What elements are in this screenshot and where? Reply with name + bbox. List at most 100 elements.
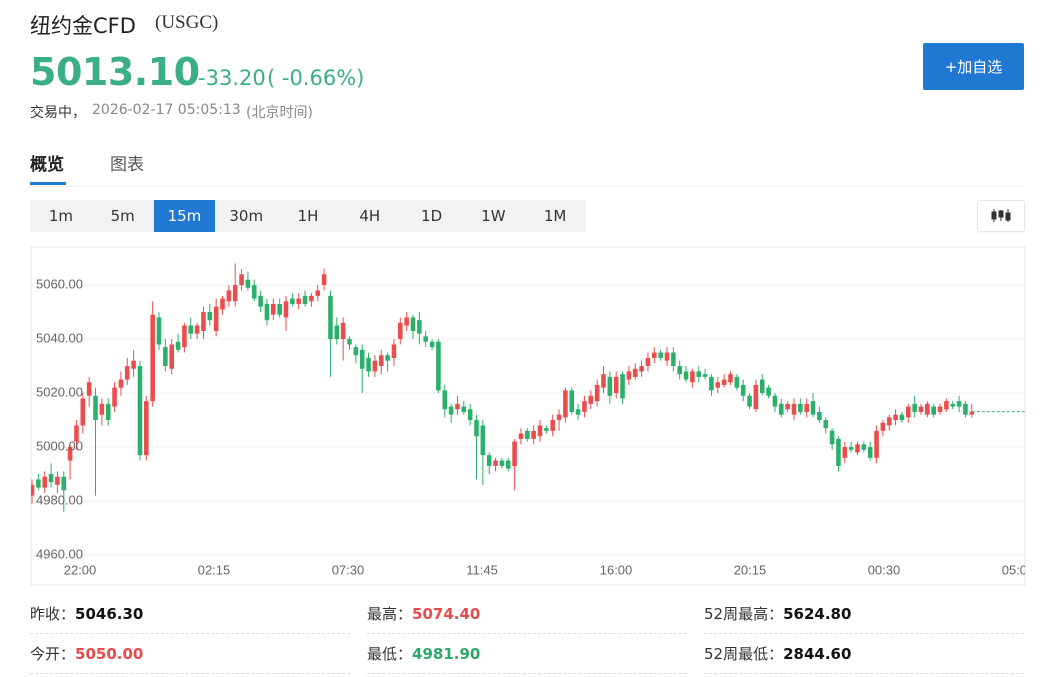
period-button[interactable]: 5m xyxy=(110,207,135,225)
candle-body xyxy=(575,409,581,415)
candle-body xyxy=(829,430,835,445)
candle-body xyxy=(652,352,657,358)
candle-body xyxy=(759,379,765,394)
quote-time: 2026-02-17 05:05:13 xyxy=(92,102,241,118)
candle-body xyxy=(245,279,251,288)
candle-body xyxy=(550,420,555,431)
candle-body xyxy=(309,295,314,302)
candle-body xyxy=(150,314,155,402)
candle-body xyxy=(391,344,397,358)
candle-body xyxy=(36,479,41,488)
candle-body xyxy=(563,390,568,418)
stat-value: 5074.40 xyxy=(412,605,481,623)
stat-divider xyxy=(704,673,1024,674)
period-button[interactable]: 1H xyxy=(297,207,319,225)
candle-body xyxy=(423,336,428,342)
candle-body xyxy=(499,460,505,466)
candle-body xyxy=(709,376,714,391)
candle-body xyxy=(277,303,282,315)
x-tick-label: 07:30 xyxy=(332,562,365,577)
stat-label: 最低： xyxy=(367,645,413,663)
candle-body xyxy=(31,484,35,496)
candle-body xyxy=(124,366,130,380)
period-button[interactable]: 30m xyxy=(229,207,264,225)
candle-body xyxy=(645,357,651,367)
candle-body xyxy=(734,376,740,388)
period-button[interactable]: 4H xyxy=(359,207,381,225)
candle-body xyxy=(931,406,936,415)
candle-body xyxy=(194,325,200,334)
candle-body xyxy=(144,401,149,456)
candle-body xyxy=(213,306,219,331)
candle-body xyxy=(505,460,511,469)
period-button[interactable]: 1M xyxy=(543,207,567,225)
candle-body xyxy=(264,303,270,321)
candle-body xyxy=(169,344,174,369)
candle-body xyxy=(804,403,809,412)
plot-frame xyxy=(30,246,1026,586)
candle-body xyxy=(531,430,536,439)
candle-body xyxy=(525,430,530,439)
candle-body xyxy=(537,425,543,437)
y-tick-label: 5060.00 xyxy=(36,277,83,292)
stat-divider xyxy=(30,673,350,674)
candle-body xyxy=(696,371,702,377)
price-change: -33.20 xyxy=(198,66,266,90)
candle-body xyxy=(893,414,898,421)
candle-body xyxy=(861,444,867,450)
candle-body xyxy=(372,360,378,372)
tab[interactable]: 图表 xyxy=(110,155,144,175)
candle-body xyxy=(99,403,105,415)
candle-body xyxy=(956,401,962,407)
chart: 4960.00 4980.00 5000.00 5020.00 5040.00 5060.… xyxy=(30,246,1035,586)
period-button[interactable]: 1m xyxy=(48,207,73,225)
candle-body xyxy=(290,298,295,304)
candle-body xyxy=(137,366,143,456)
candle-body xyxy=(328,295,333,340)
axis-labels: 4960.00 4980.00 5000.00 5020.00 5040.00 5060.… xyxy=(36,277,1035,578)
candle-body xyxy=(366,357,371,372)
candle-body xyxy=(925,403,930,415)
stat-item: 52周最低：2844.60 xyxy=(704,643,851,664)
candle-body xyxy=(163,347,168,367)
candle-body xyxy=(512,441,517,466)
chart-type-button[interactable] xyxy=(977,200,1025,232)
candle-body xyxy=(817,411,822,421)
candle-body xyxy=(836,438,841,466)
candle-body xyxy=(493,460,498,466)
candle-body xyxy=(455,403,460,410)
candle-body xyxy=(48,474,54,483)
candle-body xyxy=(582,401,587,412)
candle-body xyxy=(779,403,784,415)
add-watchlist-button[interactable]: +加自选 xyxy=(923,43,1024,90)
candle-body xyxy=(258,295,263,307)
candle-body xyxy=(867,447,873,458)
x-tick-label: 00:30 xyxy=(868,562,901,577)
candle-body xyxy=(359,349,365,369)
candle-body xyxy=(785,403,790,410)
candle-body xyxy=(467,409,473,421)
candle-body xyxy=(702,374,708,377)
candle-body xyxy=(969,411,975,415)
stat-value: 2844.60 xyxy=(783,645,852,663)
period-button[interactable]: 1D xyxy=(421,207,443,225)
candle-body xyxy=(410,317,416,331)
candle-body xyxy=(620,374,625,399)
candle-body xyxy=(42,476,48,488)
period-button[interactable]: 1W xyxy=(481,207,506,225)
candle-body xyxy=(607,376,613,396)
candle-body xyxy=(182,325,187,348)
stat-item: 最高：5074.40 xyxy=(367,603,480,624)
candle-body xyxy=(791,403,797,415)
tab[interactable]: 概览 xyxy=(30,155,64,175)
candle-body xyxy=(340,322,346,340)
candle-body xyxy=(474,420,479,437)
candle-body xyxy=(728,374,733,383)
candle-body xyxy=(175,341,181,350)
period-button[interactable]: 15m xyxy=(153,200,216,232)
candle-body xyxy=(842,447,848,458)
candle-body xyxy=(201,312,206,331)
candle-body xyxy=(683,371,689,380)
x-tick-label: 05:00 xyxy=(1002,562,1035,577)
